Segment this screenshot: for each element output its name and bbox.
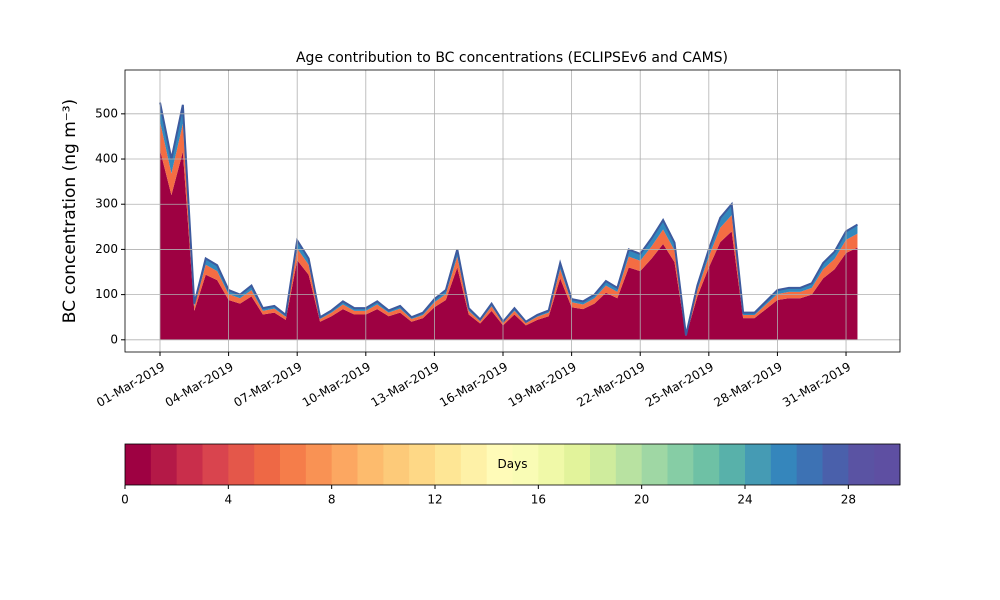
x-tick-label: 07-Mar-2019 <box>231 360 304 410</box>
colorbar-swatch <box>745 444 772 485</box>
colorbar-swatch <box>719 444 746 485</box>
plot-frame <box>124 69 901 353</box>
y-tick-label: 200 <box>95 242 118 256</box>
colorbar-swatch <box>693 444 720 485</box>
y-tick-label: 400 <box>95 152 118 166</box>
total-line <box>159 102 858 336</box>
colorbar-tick-label: 20 <box>634 493 649 507</box>
colorbar-swatch <box>228 444 255 485</box>
x-tick-label: 25-Mar-2019 <box>643 360 716 410</box>
colorbar-swatch <box>822 444 849 485</box>
area-band <box>159 102 858 336</box>
x-tick-label: 19-Mar-2019 <box>506 360 579 410</box>
y-tick-label: 100 <box>95 287 118 301</box>
x-tick-label: 13-Mar-2019 <box>369 360 442 410</box>
colorbar-swatch <box>331 444 358 485</box>
x-tick-label: 16-Mar-2019 <box>437 360 510 410</box>
colorbar-swatch <box>409 444 436 485</box>
x-tick-label: 31-Mar-2019 <box>780 360 853 410</box>
y-axis-label: BC concentration (ng m⁻³) <box>60 99 80 323</box>
colorbar-swatch <box>848 444 875 485</box>
colorbar-swatch <box>874 444 901 485</box>
colorbar-tick-label: 24 <box>737 493 752 507</box>
colorbar-swatch <box>254 444 281 485</box>
colorbar-tick-label: 16 <box>531 493 546 507</box>
colorbar-swatch <box>512 444 539 485</box>
colorbar-tick-label: 12 <box>427 493 442 507</box>
colorbar-swatch <box>564 444 591 485</box>
colorbar-label: Days <box>498 457 528 471</box>
chart-title: Age contribution to BC concentrations (E… <box>296 50 728 66</box>
colorbar-swatch <box>770 444 798 485</box>
colorbar-swatch <box>615 444 643 485</box>
colorbar-frame <box>124 443 901 486</box>
colorbar-swatch <box>460 444 488 485</box>
colorbar-swatch <box>667 444 694 485</box>
colorbar-tick-label: 8 <box>328 493 336 507</box>
y-tick-label: 300 <box>95 197 118 211</box>
x-tick-label: 04-Mar-2019 <box>163 360 236 410</box>
colorbar-swatch <box>796 444 823 485</box>
colorbar-swatch <box>176 444 203 485</box>
colorbar-swatch <box>590 444 617 485</box>
colorbar-swatch <box>538 444 565 485</box>
area-band <box>159 121 858 337</box>
area-band <box>159 149 858 340</box>
colorbar-swatch <box>641 444 668 485</box>
colorbar-swatch <box>357 444 384 485</box>
colorbar-swatch <box>486 444 513 485</box>
x-tick-label: 28-Mar-2019 <box>712 360 785 410</box>
colorbar-swatch <box>202 444 229 485</box>
colorbar-swatch <box>125 444 152 485</box>
colorbar-swatch <box>150 444 178 485</box>
x-tick-label: 01-Mar-2019 <box>94 360 167 410</box>
colorbar-swatch <box>305 444 333 485</box>
y-tick-label: 0 <box>110 332 118 346</box>
colorbar-tick-label: 28 <box>841 493 856 507</box>
x-tick-label: 22-Mar-2019 <box>574 360 647 410</box>
colorbar-swatch <box>280 444 307 485</box>
colorbar-tick-label: 4 <box>225 493 233 507</box>
y-tick-label: 500 <box>95 106 118 120</box>
x-tick-label: 10-Mar-2019 <box>300 360 373 410</box>
colorbar-swatch <box>435 444 462 485</box>
colorbar-tick-label: 0 <box>121 493 129 507</box>
colorbar-swatch <box>383 444 410 485</box>
